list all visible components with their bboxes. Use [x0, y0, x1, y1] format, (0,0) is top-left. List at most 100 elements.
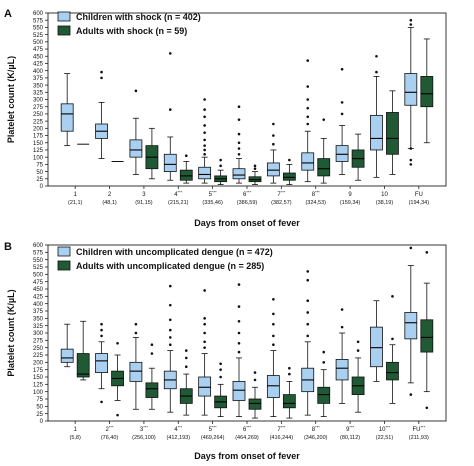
outlier-point	[203, 148, 206, 152]
panel-label: B	[4, 241, 12, 253]
x-tick-label: 9	[348, 192, 352, 198]
y-tick-label: 475	[33, 280, 44, 286]
y-tick-label: 500	[33, 40, 44, 46]
y-tick-label: 525	[33, 33, 44, 39]
x-tick-label: 8***	[312, 190, 320, 199]
x-tick-label: 7***	[277, 425, 285, 434]
x-tick-label: 7***	[277, 190, 285, 199]
box	[95, 322, 108, 404]
box-iqr	[60, 348, 74, 363]
outlier-point	[237, 152, 241, 156]
box	[248, 371, 262, 419]
outlier-point	[253, 167, 257, 170]
outlier-point	[168, 336, 172, 339]
outlier-point	[306, 115, 310, 119]
outlier-point	[356, 349, 360, 352]
outlier-point	[168, 328, 172, 332]
outlier-point	[306, 334, 310, 338]
outlier-point	[306, 85, 310, 88]
box	[248, 164, 262, 185]
y-tick-label: 200	[33, 361, 44, 367]
significance-mark: ***	[281, 190, 286, 195]
box	[317, 118, 331, 184]
box	[351, 340, 365, 413]
legend-swatch	[57, 260, 71, 271]
box-iqr	[370, 326, 383, 368]
box-iqr	[129, 139, 143, 158]
x-tick-label: FU	[415, 192, 423, 198]
box	[351, 133, 365, 181]
significance-mark: ***	[246, 190, 251, 195]
outlier-point	[322, 118, 326, 121]
box	[420, 251, 434, 410]
outlier-point	[237, 118, 241, 121]
category-count: (335,46)	[202, 200, 223, 206]
x-tick-label: 1	[74, 192, 78, 198]
outlier-point	[203, 322, 206, 326]
box-iqr	[95, 353, 108, 373]
outlier-point	[150, 352, 154, 355]
y-tick-label: 25	[36, 412, 43, 418]
outlier-point	[100, 70, 103, 74]
outlier-point	[237, 105, 241, 109]
outlier-point	[237, 350, 241, 354]
outlier-point	[306, 278, 310, 282]
significance-mark: ***	[315, 190, 320, 195]
category-count: (80,112)	[340, 435, 360, 441]
box-iqr	[317, 158, 331, 177]
outlier-point	[306, 299, 310, 303]
outlier-point	[100, 322, 103, 326]
outlier-point	[409, 393, 413, 396]
series-children	[60, 246, 418, 418]
outlier-point	[219, 362, 222, 366]
outlier-point	[391, 337, 394, 341]
outlier-point	[203, 115, 206, 119]
outlier-point	[409, 18, 413, 22]
outlier-point	[409, 246, 413, 250]
outlier-point	[203, 346, 206, 349]
box	[111, 341, 124, 417]
y-tick-label: 50	[36, 405, 43, 411]
y-tick-label: 50	[36, 170, 43, 176]
y-tick-label: 150	[33, 375, 44, 381]
y-tick-label: 525	[33, 265, 44, 271]
box	[266, 122, 280, 184]
significance-mark: ***	[246, 425, 251, 430]
outlier-point	[409, 158, 413, 162]
box	[317, 350, 331, 418]
box	[335, 308, 349, 404]
category-count: (159,34)	[340, 200, 361, 206]
y-axis-label: Platelet count (K/µL)	[6, 56, 16, 143]
box-iqr	[232, 380, 246, 401]
box	[179, 154, 193, 184]
outlier-point	[340, 67, 344, 71]
y-tick-label: 0	[40, 184, 44, 190]
x-tick-label: 3***	[140, 425, 148, 434]
y-tick-label: 350	[33, 83, 44, 89]
y-tick-label: 250	[33, 112, 44, 118]
outlier-point	[168, 284, 172, 288]
category-count: (346,200)	[304, 435, 328, 441]
category-count: (412,193)	[166, 435, 190, 441]
box-iqr	[335, 145, 349, 162]
category-count: (38,19)	[376, 200, 394, 206]
box-iqr	[198, 376, 212, 397]
y-tick-label: 125	[33, 383, 44, 389]
outlier-point	[237, 319, 241, 323]
box	[370, 54, 383, 178]
y-tick-label: 300	[33, 98, 44, 104]
outlier-point	[306, 59, 310, 62]
box-iqr	[386, 361, 399, 381]
y-tick-label: 175	[33, 368, 44, 374]
y-tick-label: 125	[33, 148, 44, 154]
outlier-point	[340, 112, 344, 116]
x-tick-label: 5***	[209, 425, 217, 434]
box-iqr	[60, 103, 74, 132]
legend-swatch	[57, 246, 71, 257]
box	[282, 366, 296, 419]
outlier-point	[272, 134, 275, 137]
outlier-point	[322, 361, 326, 364]
plot-frame	[47, 12, 447, 187]
box	[282, 158, 296, 185]
y-tick-label: 400	[33, 69, 44, 75]
